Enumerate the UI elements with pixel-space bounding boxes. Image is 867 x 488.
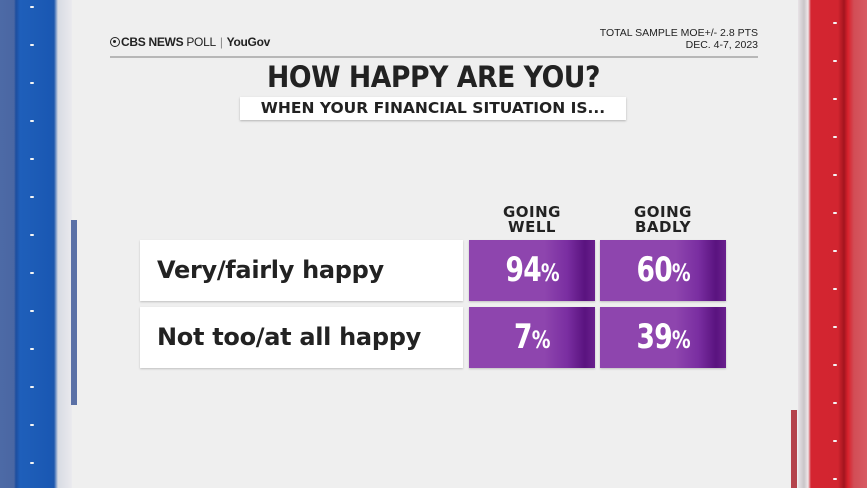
rail-tick xyxy=(833,22,837,24)
rail-tick xyxy=(30,462,34,464)
rail-tick xyxy=(30,82,34,84)
rail-tick xyxy=(833,98,837,100)
rail-tick xyxy=(833,440,837,442)
moe-text: TOTAL SAMPLE MOE+/- 2.8 PTS xyxy=(599,27,758,39)
rail-tick xyxy=(833,326,837,328)
rail-tick xyxy=(833,60,837,62)
rail-tick xyxy=(30,120,34,122)
row-label-not-too-at-all-happy: Not too/at all happy xyxy=(140,307,463,368)
cell-not-happy-going-badly: 39% xyxy=(600,307,726,368)
left-blue-rail xyxy=(0,0,72,488)
right-red-rail xyxy=(798,0,867,488)
rail-tick xyxy=(833,174,837,176)
rail-tick xyxy=(833,250,837,252)
cell-very-happy-going-badly: 60% xyxy=(600,240,726,301)
rail-tick xyxy=(833,402,837,404)
rail-tick xyxy=(30,310,34,312)
row-label-very-fairly-happy: Very/fairly happy xyxy=(140,240,463,301)
rail-tick xyxy=(30,386,34,388)
rail-tick xyxy=(833,212,837,214)
chart-subtitle: WHEN YOUR FINANCIAL SITUATION IS... xyxy=(240,97,626,120)
chart-title: HOW HAPPY ARE YOU? xyxy=(266,60,601,94)
header: CBS NEWS POLL | YouGov TOTAL SAMPLE MOE+/-… xyxy=(110,24,758,58)
cell-not-happy-going-well: 7% xyxy=(469,307,595,368)
cbs-eye-icon xyxy=(110,37,120,47)
column-header-going-badly: GOING BADLY xyxy=(633,203,692,236)
rail-tick xyxy=(833,136,837,138)
rail-tick xyxy=(30,158,34,160)
rail-tick xyxy=(30,44,34,46)
rail-tick xyxy=(30,272,34,274)
rail-tick xyxy=(833,288,837,290)
rail-tick xyxy=(30,424,34,426)
rail-tick xyxy=(30,6,34,8)
column-header-going-well: GOING WELL xyxy=(502,203,561,236)
rail-tick xyxy=(833,478,837,480)
right-accent-bar xyxy=(791,410,797,488)
cbs-yougov-logo: CBS NEWS POLL | YouGov xyxy=(110,35,270,49)
rail-tick xyxy=(833,364,837,366)
rail-tick xyxy=(30,348,34,350)
rail-tick xyxy=(30,196,34,198)
poll-metadata: TOTAL SAMPLE MOE+/- 2.8 PTS DEC. 4-7, 20… xyxy=(600,27,758,51)
date-text: DEC. 4-7, 2023 xyxy=(685,39,758,51)
rail-tick xyxy=(30,234,34,236)
cell-very-happy-going-well: 94% xyxy=(469,240,595,301)
left-accent-bar xyxy=(71,220,77,405)
